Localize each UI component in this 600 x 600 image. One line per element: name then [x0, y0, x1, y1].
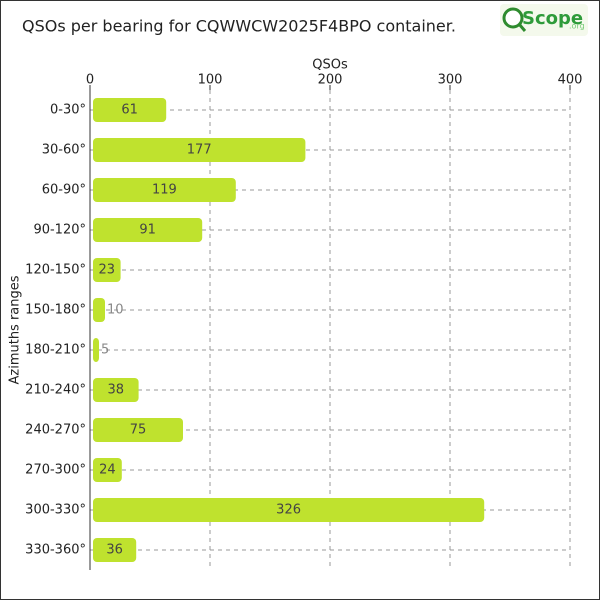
y-tick-label: 120-150°	[25, 263, 86, 278]
value-label: 10	[107, 303, 124, 318]
bar	[93, 538, 137, 562]
x-tick-label: 100	[198, 73, 223, 88]
value-label: 23	[99, 263, 116, 278]
x-tick-label: 0	[86, 73, 94, 88]
bar	[93, 338, 99, 362]
y-axis-label: Azimuths ranges	[8, 275, 23, 384]
value-label: 326	[276, 503, 301, 518]
y-tick-label: 30-60°	[42, 143, 86, 158]
bar	[93, 298, 105, 322]
y-tick-label: 210-240°	[25, 383, 86, 398]
y-tick-label: 180-210°	[25, 343, 86, 358]
bar	[93, 258, 121, 282]
value-label: 75	[130, 423, 147, 438]
value-label: 61	[121, 103, 138, 118]
y-tick-label: 240-270°	[25, 423, 86, 438]
logo-suffix: .org	[569, 22, 585, 31]
x-tick-label: 300	[438, 73, 463, 88]
x-tick-label: 200	[318, 73, 343, 88]
logo-text: Scope	[522, 8, 583, 29]
logo-icon	[517, 23, 527, 32]
value-label: 36	[106, 543, 123, 558]
y-tick-label: 270-300°	[25, 463, 86, 478]
x-axis-label: QSOs	[312, 58, 348, 73]
y-tick-label: 60-90°	[42, 183, 86, 198]
bar	[93, 378, 139, 402]
value-label: 5	[101, 343, 109, 358]
bar	[93, 218, 203, 242]
value-label: 24	[99, 463, 116, 478]
y-tick-label: 300-330°	[25, 503, 86, 518]
y-tick-label: 150-180°	[25, 303, 86, 318]
y-tick-label: 330-360°	[25, 543, 86, 558]
bar	[93, 178, 236, 202]
value-label: 177	[187, 143, 212, 158]
y-tick-label: 90-120°	[33, 223, 86, 238]
value-label: 91	[139, 223, 156, 238]
bar	[93, 138, 306, 162]
y-tick-label: 0-30°	[50, 103, 86, 118]
bar	[93, 418, 183, 442]
value-label: 38	[108, 383, 125, 398]
x-tick-label: 400	[558, 73, 583, 88]
bar	[93, 98, 167, 122]
bar	[93, 458, 122, 482]
value-label: 119	[152, 183, 177, 198]
logo: Scope .org	[500, 4, 588, 36]
bar	[93, 498, 485, 522]
logo-icon	[502, 7, 524, 29]
chart-title: QSOs per bearing for CQWWCW2025F4BPO con…	[22, 17, 456, 36]
